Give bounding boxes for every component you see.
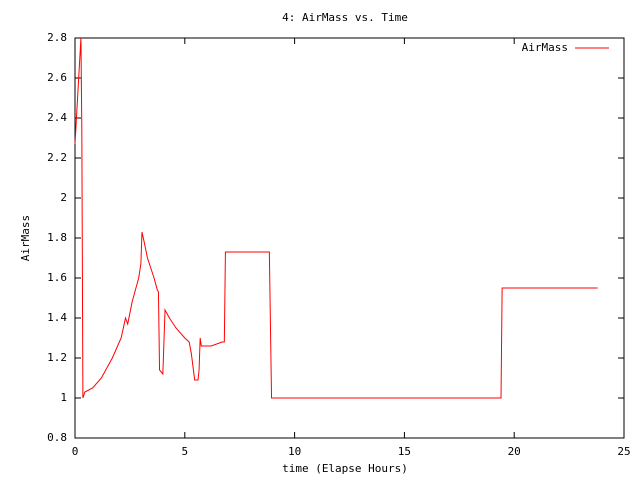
x-tick-label: 20	[508, 445, 521, 458]
y-tick-label: 2.4	[47, 111, 67, 124]
y-tick-label: 1.2	[47, 351, 67, 364]
x-tick-label: 25	[617, 445, 630, 458]
x-tick-label: 15	[398, 445, 411, 458]
y-tick-label: 2.2	[47, 151, 67, 164]
y-tick-label: 2	[60, 191, 67, 204]
x-tick-label: 0	[72, 445, 79, 458]
legend-label: AirMass	[522, 41, 568, 54]
y-axis-label: AirMass	[19, 215, 32, 261]
y-tick-label: 0.8	[47, 431, 67, 444]
y-tick-label: 2.6	[47, 71, 67, 84]
x-tick-label: 5	[181, 445, 188, 458]
x-tick-label: 10	[288, 445, 301, 458]
plot-border	[74, 37, 625, 439]
y-tick-label: 1.4	[47, 311, 67, 324]
y-tick-label: 1	[60, 391, 67, 404]
y-tick-label: 1.8	[47, 231, 67, 244]
y-tick-label: 1.6	[47, 271, 67, 284]
y-tick-label: 2.8	[47, 31, 67, 44]
x-axis-label: time (Elapse Hours)	[282, 462, 408, 475]
chart-title: 4: AirMass vs. Time	[282, 11, 408, 24]
data-line	[74, 37, 598, 399]
